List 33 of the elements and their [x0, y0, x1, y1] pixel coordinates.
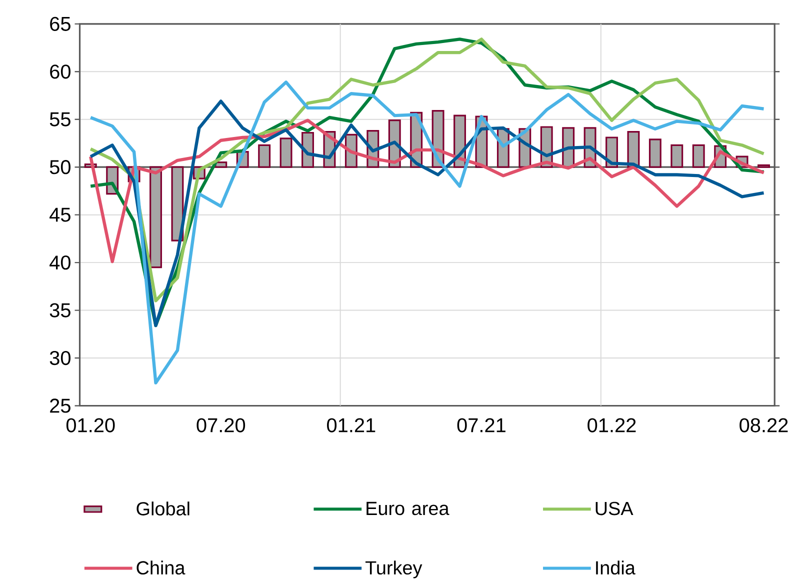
- bar: [280, 138, 292, 168]
- x-tick-label: 07.20: [196, 418, 246, 432]
- line-series: [89, 80, 766, 384]
- bar: [692, 144, 705, 168]
- legend-label: China: [136, 560, 186, 574]
- y-tick-label: 30: [50, 350, 70, 365]
- x-tick-label: 01.20: [66, 418, 115, 432]
- y-tick-label: 50: [50, 160, 70, 174]
- y-tick-label: 55: [50, 112, 70, 126]
- line-series: [89, 118, 766, 264]
- y-tick-label: 60: [50, 64, 70, 79]
- bar: [648, 138, 662, 168]
- legend-label: Global: [136, 501, 190, 516]
- y-tick-label: 25: [50, 398, 70, 413]
- x-tick-label: 07.21: [457, 418, 506, 432]
- legend-label: USA: [596, 502, 634, 516]
- bar: [214, 161, 228, 168]
- x-tick-label: 08.22: [740, 418, 788, 432]
- bar: [258, 144, 271, 168]
- legend-label: Turkey: [365, 560, 422, 578]
- y-tick-label: 40: [50, 255, 70, 270]
- y-tick-label: 35: [50, 303, 70, 318]
- legend-label: India: [596, 560, 636, 574]
- y-tick-label: 45: [50, 208, 70, 222]
- x-tick-label: 01.21: [327, 418, 376, 432]
- bar: [150, 166, 162, 268]
- legend-label: Euro area: [366, 502, 450, 516]
- bar: [627, 130, 640, 168]
- bar: [171, 166, 184, 242]
- line-series: [89, 100, 766, 328]
- y-tick-label: 65: [50, 16, 70, 31]
- x-tick-label: 01.22: [588, 418, 636, 432]
- bar: [670, 144, 684, 168]
